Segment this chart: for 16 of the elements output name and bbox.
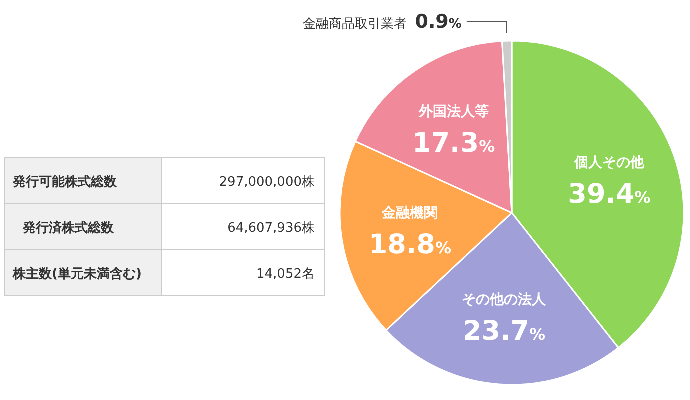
data-label: 0.9% (415, 11, 462, 33)
text: 64,607,936株 (228, 221, 315, 236)
data-label: 17.3% (412, 128, 496, 159)
slice-label: 個人その他 (573, 155, 646, 172)
text: 14,052名 (256, 267, 315, 282)
slice-label: その他の法人 (462, 292, 548, 308)
data-label: 39.4% (568, 179, 651, 210)
slice-label: 金融商品取引業者 (303, 17, 408, 32)
category-label: 発行可能株式総数 (12, 174, 118, 190)
category-label: 株主数(単元未満含む) (12, 266, 142, 282)
text: 297,000,000株 (219, 175, 315, 190)
data-label: 18.8% (368, 230, 452, 261)
category-label: 発行済株式総数 (22, 220, 115, 236)
slice-label: 外国法人等 (418, 104, 489, 120)
slice-label: 金融機関 (381, 206, 438, 222)
data-label: 23.7% (462, 316, 546, 347)
